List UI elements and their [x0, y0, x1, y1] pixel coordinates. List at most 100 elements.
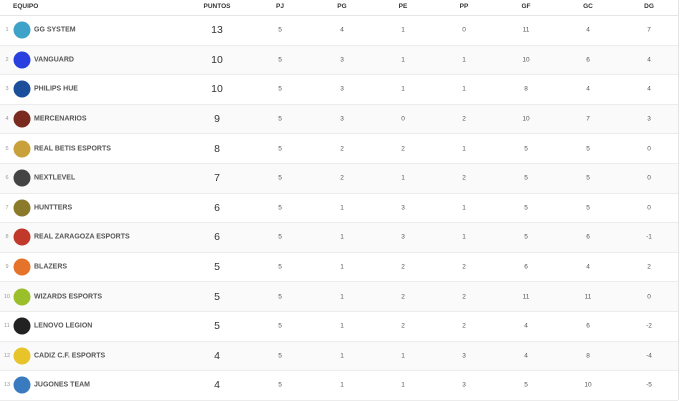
cell-dg: -1 — [646, 233, 652, 241]
cell-pj: 5 — [278, 322, 282, 330]
cell-dg: 4 — [647, 56, 651, 64]
team-logo-icon — [13, 288, 31, 306]
cell-pj: 5 — [278, 263, 282, 271]
header-points[interactable]: PUNTOS — [203, 3, 231, 10]
cell-gc: 8 — [586, 352, 590, 360]
team-name[interactable]: CADIZ C.F. ESPORTS — [34, 352, 106, 360]
cell-dg: 0 — [647, 204, 651, 212]
cell-pe: 1 — [401, 174, 405, 182]
table-row[interactable]: 1 GG SYSTEM 13 5 4 1 0 11 4 7 — [0, 16, 678, 46]
cell-pe: 1 — [401, 381, 405, 389]
header-pp[interactable]: PP — [459, 3, 469, 10]
team-name[interactable]: MERCENARIOS — [34, 115, 87, 123]
cell-pj: 5 — [278, 26, 282, 34]
header-gf[interactable]: GF — [521, 3, 531, 10]
header-dg[interactable]: DG — [644, 3, 654, 10]
table-row[interactable]: 13 JUGONES TEAM 4 5 1 1 3 5 10 -5 — [0, 371, 678, 401]
cell-dg: 2 — [647, 263, 651, 271]
cell-dg: -4 — [646, 352, 652, 360]
team-logo-icon — [13, 228, 31, 246]
table-row[interactable]: 7 HUNTTERS 6 5 1 3 1 5 5 0 — [0, 194, 678, 224]
cell-pg: 1 — [340, 381, 344, 389]
cell-gc: 5 — [586, 204, 590, 212]
header-team[interactable]: EQUIPO — [13, 3, 39, 10]
cell-pp: 1 — [462, 85, 466, 93]
cell-pj: 5 — [278, 115, 282, 123]
cell-pj: 5 — [278, 145, 282, 153]
cell-gc: 11 — [584, 293, 592, 301]
cell-pts: 7 — [214, 172, 220, 185]
cell-gf: 10 — [522, 56, 530, 64]
cell-gc: 6 — [586, 56, 590, 64]
cell-gc: 6 — [586, 322, 590, 330]
table-row[interactable]: 12 CADIZ C.F. ESPORTS 4 5 1 1 3 4 8 -4 — [0, 341, 678, 372]
cell-pj: 5 — [278, 233, 282, 241]
cell-pts: 5 — [214, 320, 220, 333]
team-name[interactable]: BLAZERS — [34, 263, 68, 271]
cell-pe: 2 — [401, 145, 405, 153]
cell-pg: 3 — [340, 56, 344, 64]
cell-gf: 6 — [524, 263, 528, 271]
table-row[interactable]: 8 REAL ZARAGOZA ESPORTS 6 5 1 3 1 5 6 -1 — [0, 223, 678, 253]
cell-dg: -5 — [646, 381, 652, 389]
cell-pp: 1 — [462, 204, 466, 212]
table-row[interactable]: 9 BLAZERS 5 5 1 2 2 6 4 2 — [0, 253, 678, 283]
position: 9 — [5, 264, 9, 271]
cell-pp: 0 — [462, 26, 466, 34]
table-row[interactable]: 4 MERCENARIOS 9 5 3 0 2 10 7 3 — [0, 104, 678, 135]
cell-pg: 1 — [340, 322, 344, 330]
position: 11 — [4, 323, 10, 330]
team-name[interactable]: HUNTTERS — [34, 204, 73, 212]
header-gc[interactable]: GC — [583, 3, 593, 10]
table-row[interactable]: 2 VANGUARD 10 5 3 1 1 10 6 4 — [0, 45, 678, 76]
cell-gf: 5 — [524, 381, 528, 389]
cell-gf: 4 — [524, 322, 528, 330]
cell-pts: 4 — [214, 379, 220, 392]
team-name[interactable]: VANGUARD — [34, 56, 74, 64]
team-name[interactable]: REAL ZARAGOZA ESPORTS — [34, 233, 130, 241]
header-pg[interactable]: PG — [337, 3, 347, 10]
position: 6 — [5, 175, 9, 182]
table-row[interactable]: 6 NEXTLEVEL 7 5 2 1 2 5 5 0 — [0, 163, 678, 194]
team-name[interactable]: NEXTLEVEL — [34, 174, 76, 182]
cell-pg: 4 — [340, 26, 344, 34]
cell-pg: 1 — [340, 204, 344, 212]
cell-gc: 5 — [586, 145, 590, 153]
cell-dg: 0 — [647, 145, 651, 153]
cell-pg: 3 — [340, 115, 344, 123]
team-name[interactable]: WIZARDS ESPORTS — [34, 293, 103, 301]
team-logo-icon — [13, 258, 31, 276]
cell-pp: 2 — [462, 293, 466, 301]
position: 8 — [5, 234, 9, 241]
cell-gc: 4 — [586, 85, 590, 93]
cell-gf: 5 — [524, 174, 528, 182]
team-name[interactable]: REAL BETIS ESPORTS — [34, 145, 111, 153]
table-row[interactable]: 5 REAL BETIS ESPORTS 8 5 2 2 1 5 5 0 — [0, 134, 678, 164]
cell-gf: 5 — [524, 145, 528, 153]
cell-pe: 1 — [401, 85, 405, 93]
cell-pts: 5 — [214, 290, 220, 303]
cell-pp: 3 — [462, 352, 466, 360]
header-pe[interactable]: PE — [398, 3, 408, 10]
cell-gf: 5 — [524, 233, 528, 241]
team-name[interactable]: GG SYSTEM — [34, 26, 76, 34]
position: 5 — [5, 145, 9, 152]
team-logo-icon — [13, 376, 31, 394]
team-name[interactable]: LENOVO LEGION — [34, 322, 93, 330]
table-row[interactable]: 11 LENOVO LEGION 5 5 1 2 2 4 6 -2 — [0, 312, 678, 342]
table-row[interactable]: 3 PHILIPS HUE 10 5 3 1 1 8 4 4 — [0, 75, 678, 105]
cell-pj: 5 — [278, 381, 282, 389]
team-logo-icon — [13, 317, 31, 335]
cell-gf: 5 — [524, 204, 528, 212]
cell-dg: 4 — [647, 85, 651, 93]
team-name[interactable]: JUGONES TEAM — [34, 381, 91, 389]
cell-pe: 0 — [401, 115, 405, 123]
cell-pj: 5 — [278, 204, 282, 212]
team-name[interactable]: PHILIPS HUE — [34, 85, 78, 93]
cell-pts: 13 — [211, 24, 223, 37]
cell-pp: 1 — [462, 145, 466, 153]
cell-pg: 1 — [340, 263, 344, 271]
header-pj[interactable]: PJ — [276, 3, 284, 10]
table-row[interactable]: 10 WIZARDS ESPORTS 5 5 1 2 2 11 11 0 — [0, 282, 678, 312]
cell-pj: 5 — [278, 174, 282, 182]
